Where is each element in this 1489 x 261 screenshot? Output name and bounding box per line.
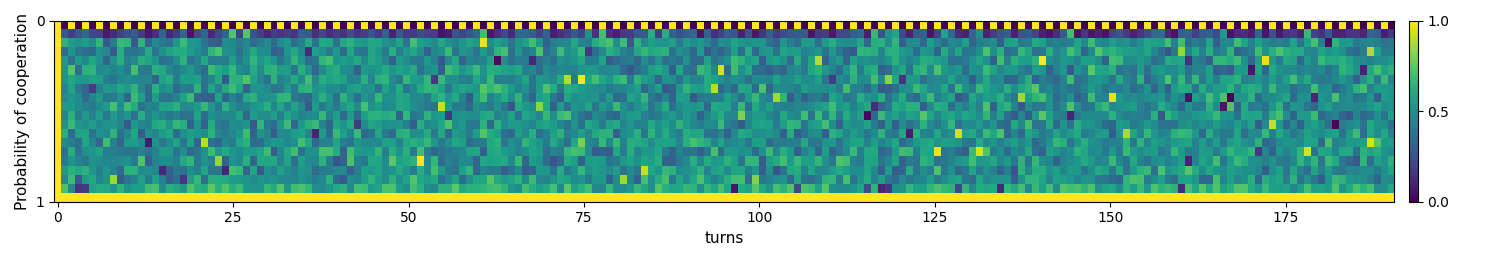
- Y-axis label: Probability of cooperation: Probability of cooperation: [15, 13, 30, 210]
- X-axis label: turns: turns: [704, 231, 744, 246]
